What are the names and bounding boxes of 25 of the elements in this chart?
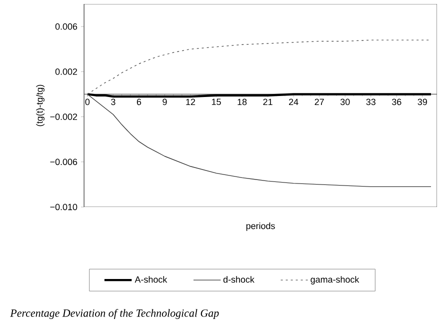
x-tick-label: 18 <box>238 98 247 106</box>
y-tick-label: −0.006 <box>50 158 78 166</box>
x-tick-label: 21 <box>263 98 272 105</box>
x-tick-label: 0 <box>85 98 90 106</box>
x-axis-title: periods <box>246 222 275 231</box>
x-tick-label: 3 <box>111 98 116 106</box>
y-tick-label: −0.002 <box>50 114 78 120</box>
y-axis-title: (tg(t)-tg/tg) <box>36 84 44 126</box>
legend-label: d-shock <box>223 276 254 283</box>
x-tick-label: 33 <box>366 98 376 106</box>
text: Percentage Deviation of the Technological Gap <box>10 308 219 320</box>
x-tick-label: 24 <box>289 98 298 105</box>
y-tick-label: 0.002 <box>55 68 78 75</box>
x-tick-label: 12 <box>186 98 196 105</box>
x-tick-label: 30 <box>340 98 350 106</box>
y-tick-label: 0.006 <box>55 23 78 30</box>
legend-label: gama-shock <box>310 276 360 284</box>
x-tick-label: 39 <box>418 98 427 106</box>
legend-label: A-shock <box>134 276 168 283</box>
y-tick-label: −0.010 <box>50 204 78 210</box>
x-tick-label: 15 <box>212 98 221 106</box>
x-tick-label: 27 <box>314 98 324 105</box>
x-tick-label: 36 <box>392 98 402 106</box>
x-tick-label: 6 <box>136 98 142 106</box>
x-tick-label: 9 <box>162 98 167 106</box>
